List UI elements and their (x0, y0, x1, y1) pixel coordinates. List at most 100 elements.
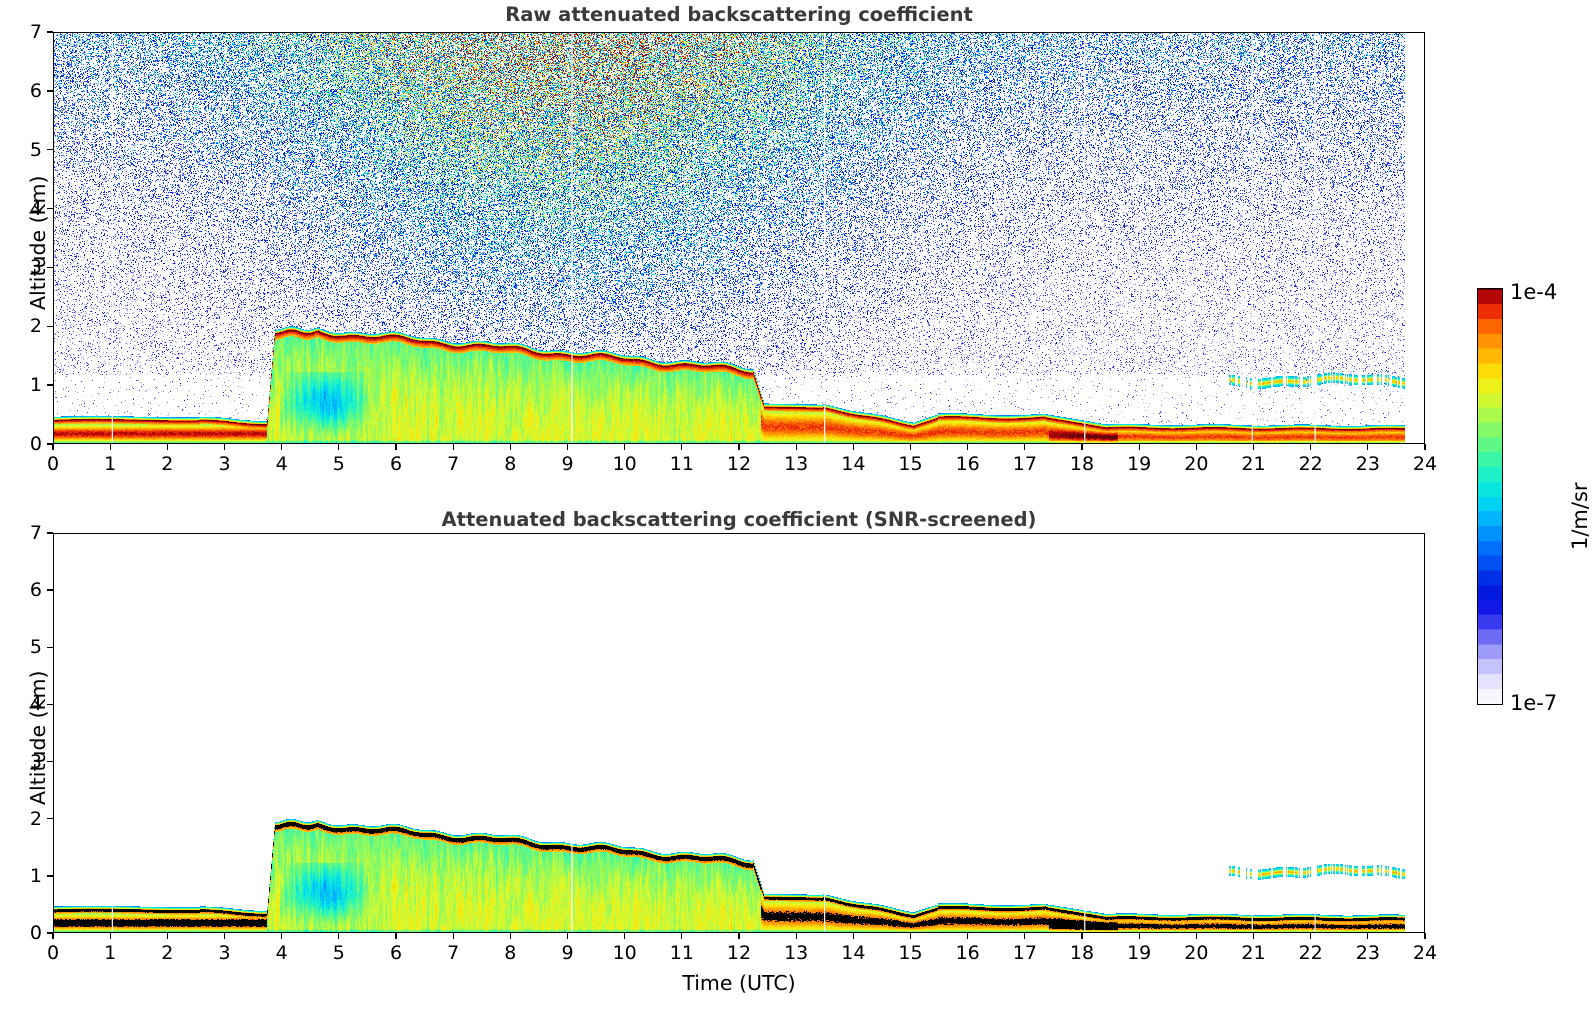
x-tick (1252, 444, 1255, 450)
colorbar-min-label: 1e-7 (1510, 691, 1558, 715)
x-tick (909, 444, 912, 450)
x-tick (681, 444, 683, 450)
x-tick-label: 15 (898, 453, 923, 475)
y-tick (47, 384, 53, 386)
y-axis-label: Altitude (km) (26, 175, 50, 310)
x-tick-label: 13 (784, 453, 809, 475)
x-tick (109, 444, 111, 450)
x-tick (52, 933, 54, 939)
x-tick (223, 444, 226, 450)
x-tick-label: 5 (332, 453, 345, 475)
y-tick-label: 4 (29, 197, 42, 220)
colorbar-max-label: 1e-4 (1510, 280, 1558, 304)
y-tick-label: 1 (29, 864, 42, 887)
x-tick (1138, 444, 1140, 450)
x-tick-label: 19 (1127, 942, 1152, 964)
x-tick-label: 20 (1184, 453, 1209, 475)
x-tick-label: 22 (1298, 942, 1323, 964)
x-tick (223, 933, 226, 939)
x-tick-label: 18 (1069, 942, 1095, 964)
x-tick-label: 23 (1355, 453, 1380, 475)
x-tick (1367, 444, 1369, 450)
x-tick (52, 444, 54, 450)
x-tick (909, 933, 912, 939)
x-tick-label: 15 (898, 942, 923, 964)
x-tick (795, 933, 797, 939)
x-tick (1024, 444, 1026, 450)
x-tick-label: 10 (612, 942, 637, 964)
panel-title-raw: Raw attenuated backscattering coefficien… (505, 3, 973, 26)
y-tick (47, 818, 53, 820)
x-tick (166, 933, 168, 939)
x-tick (566, 933, 569, 939)
x-tick (738, 933, 740, 939)
x-tick (1424, 933, 1426, 939)
x-tick (1081, 933, 1083, 939)
y-tick-label: 7 (29, 21, 42, 43)
x-tick-label: 19 (1127, 453, 1152, 475)
x-tick (1424, 444, 1426, 450)
backscatter-heatmap-raw (54, 33, 1424, 443)
x-tick-label: 10 (612, 453, 637, 475)
x-tick (624, 933, 626, 939)
x-tick (452, 444, 454, 450)
x-tick-label: 2 (161, 453, 174, 475)
x-tick (281, 444, 283, 450)
x-tick (1310, 933, 1312, 939)
x-tick (624, 444, 626, 450)
x-tick-label: 13 (784, 942, 809, 964)
y-tick (47, 532, 53, 534)
y-tick-label: 5 (29, 138, 42, 161)
y-tick-label: 3 (29, 256, 42, 279)
x-tick-label: 6 (389, 453, 403, 475)
x-tick (852, 933, 854, 939)
x-tick-label: 24 (1412, 453, 1438, 475)
y-tick-label: 4 (29, 693, 42, 716)
y-axis-label: Altitude (km) (26, 670, 50, 805)
x-tick-label: 9 (561, 453, 574, 475)
y-tick (47, 932, 53, 934)
x-tick (395, 933, 397, 939)
y-tick (47, 207, 53, 210)
x-tick-label: 0 (46, 942, 60, 964)
x-tick-label: 3 (218, 453, 231, 475)
x-tick-label: 14 (841, 942, 866, 964)
y-tick (47, 760, 53, 763)
x-tick-label: 16 (955, 942, 980, 964)
x-tick (166, 444, 168, 450)
x-tick (1367, 933, 1369, 939)
y-tick (47, 325, 53, 327)
x-tick-label: 4 (275, 453, 288, 475)
x-tick-label: 5 (332, 942, 345, 964)
x-tick (509, 444, 511, 450)
x-tick-label: 8 (504, 942, 517, 964)
x-tick (566, 444, 569, 450)
x-tick (967, 444, 969, 450)
y-tick (47, 703, 53, 706)
x-tick (109, 933, 111, 939)
x-tick (1252, 933, 1255, 939)
y-tick (47, 90, 53, 92)
y-tick-label: 1 (29, 374, 42, 397)
x-tick-label: 22 (1298, 453, 1323, 475)
x-tick (452, 933, 454, 939)
x-tick-label: 11 (669, 942, 694, 964)
x-tick-label: 1 (104, 453, 117, 475)
y-tick (47, 875, 53, 877)
x-tick (281, 933, 283, 939)
y-tick-label: 2 (29, 315, 42, 338)
x-tick (852, 444, 854, 450)
x-tick-label: 24 (1412, 942, 1438, 964)
x-tick-label: 21 (1241, 453, 1266, 475)
x-tick-label: 7 (447, 453, 460, 475)
x-tick (1310, 444, 1312, 450)
x-tick-label: 11 (669, 453, 694, 475)
x-tick (395, 444, 397, 450)
x-tick (681, 933, 683, 939)
y-tick-label: 6 (29, 579, 42, 602)
y-tick (47, 149, 53, 151)
y-tick-label: 0 (29, 922, 42, 944)
y-tick (47, 266, 53, 269)
x-tick (967, 933, 969, 939)
